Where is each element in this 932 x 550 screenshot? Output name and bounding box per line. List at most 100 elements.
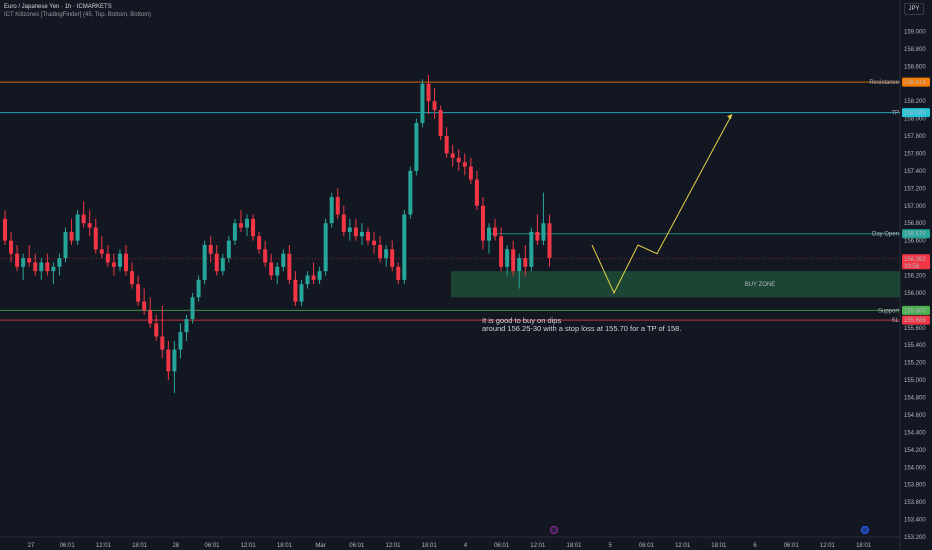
- price-tick-label: 156.000: [904, 291, 926, 297]
- candle-body: [438, 109, 443, 137]
- candle-body: [257, 236, 262, 250]
- candle-body: [190, 297, 195, 320]
- level-price-label: 158.418: [904, 80, 926, 86]
- candle-body: [378, 244, 383, 259]
- candle-body: [130, 271, 135, 285]
- candle-body: [329, 197, 334, 224]
- candle-body: [511, 249, 516, 272]
- candle-body: [184, 319, 189, 333]
- time-tick-label: 18:01: [422, 543, 438, 549]
- candle-body: [63, 231, 68, 259]
- candle-body: [414, 122, 419, 171]
- candle-body: [45, 262, 50, 272]
- candle-body: [535, 231, 540, 241]
- time-tick-label: 06:01: [639, 543, 655, 549]
- currency-button[interactable]: JPY: [904, 3, 924, 15]
- candle-body: [51, 266, 56, 272]
- time-tick-label: Mar: [315, 543, 325, 549]
- price-tick-label: 154.000: [904, 465, 926, 471]
- time-tick-label: 06:01: [349, 543, 365, 549]
- candle-body: [281, 253, 286, 267]
- candle-body: [226, 240, 231, 259]
- candle-body: [251, 218, 256, 237]
- candle-body: [529, 231, 534, 267]
- price-tick-label: 155.200: [904, 361, 926, 367]
- candle-body: [311, 275, 316, 280]
- time-tick-label: 06:01: [204, 543, 220, 549]
- candle-body: [420, 83, 425, 123]
- time-tick-label: 12:01: [96, 543, 112, 549]
- candle-body: [384, 249, 389, 259]
- analysis-note-line-2: around 156.25-30 with a stop loss at 155…: [482, 324, 682, 333]
- level-name-label: Support: [878, 308, 899, 314]
- price-tick-label: 155.600: [904, 326, 926, 332]
- candle-body: [245, 218, 249, 228]
- price-tick-label: 153.400: [904, 518, 926, 524]
- time-tick-label: 12:01: [241, 543, 257, 549]
- time-tick-label: 18:01: [566, 543, 582, 549]
- level-name-label: TP: [891, 111, 899, 117]
- price-tick-label: 157.400: [904, 169, 926, 175]
- candle-body: [517, 258, 522, 272]
- candle-body: [456, 157, 461, 163]
- time-tick-label: 12:01: [385, 543, 401, 549]
- candle-body: [408, 170, 413, 215]
- buy-zone-rect: [451, 271, 900, 298]
- time-tick-label: 5: [609, 543, 613, 549]
- price-tick-label: 158.600: [904, 64, 926, 70]
- candle-body: [214, 253, 219, 272]
- level-name-label: Day Open: [872, 232, 899, 238]
- level-name-label: SL: [892, 318, 900, 324]
- candle-body: [299, 284, 304, 302]
- candle-body: [39, 262, 44, 272]
- indicator-title[interactable]: ICT Killzones [TradingFinder] (45, Top, …: [4, 12, 152, 18]
- price-tick-label: 155.000: [904, 378, 926, 384]
- price-tick-label: 157.200: [904, 186, 926, 192]
- candle-body: [124, 253, 128, 272]
- candle-body: [541, 223, 546, 241]
- candle-body: [75, 214, 80, 241]
- candle-body: [160, 336, 165, 350]
- time-tick-label: 18:01: [711, 543, 727, 549]
- level-price-label: 155.800: [904, 308, 926, 314]
- price-tick-label: 153.800: [904, 483, 926, 489]
- candle-body: [432, 101, 437, 110]
- time-tick-label: 12:01: [675, 543, 691, 549]
- candle-body: [154, 323, 159, 337]
- candle-body: [474, 179, 479, 206]
- price-tick-label: 158.200: [904, 99, 926, 105]
- price-tick-label: 153.200: [904, 535, 926, 541]
- candle-body: [232, 223, 237, 241]
- time-tick-label: 12:01: [820, 543, 836, 549]
- candle-body: [33, 262, 38, 272]
- symbol-title[interactable]: Euro / Japanese Yen · 1h · ICMARKETS: [4, 4, 112, 10]
- price-tick-label: 154.600: [904, 413, 926, 419]
- time-tick-label: 06:01: [784, 543, 800, 549]
- price-tick-label: 154.400: [904, 430, 926, 436]
- time-tick-label: 18:01: [856, 543, 872, 549]
- current-price-badge: [902, 254, 930, 270]
- candle-body: [166, 349, 171, 372]
- candle-body: [275, 266, 280, 276]
- candle-body: [487, 227, 491, 241]
- candle-body: [238, 223, 243, 228]
- price-tick-label: 156.800: [904, 221, 926, 227]
- level-price-label: 156.679: [904, 232, 926, 238]
- candle-body: [287, 253, 292, 280]
- candle-body: [450, 153, 455, 158]
- projection-path: [591, 114, 733, 295]
- candle-body: [69, 231, 74, 241]
- level-price-badge: [902, 108, 930, 118]
- level-price-badge: [902, 305, 930, 315]
- candle-body: [87, 223, 92, 228]
- price-tick-label: 158.000: [904, 117, 926, 123]
- candle-body: [347, 227, 352, 232]
- candle-body: [269, 262, 274, 276]
- candle-body: [402, 214, 407, 280]
- candle-body: [523, 258, 528, 267]
- candle-body: [323, 223, 328, 272]
- candle-body: [317, 271, 322, 280]
- time-tick-label: 27: [28, 543, 35, 549]
- candle-body: [99, 249, 104, 254]
